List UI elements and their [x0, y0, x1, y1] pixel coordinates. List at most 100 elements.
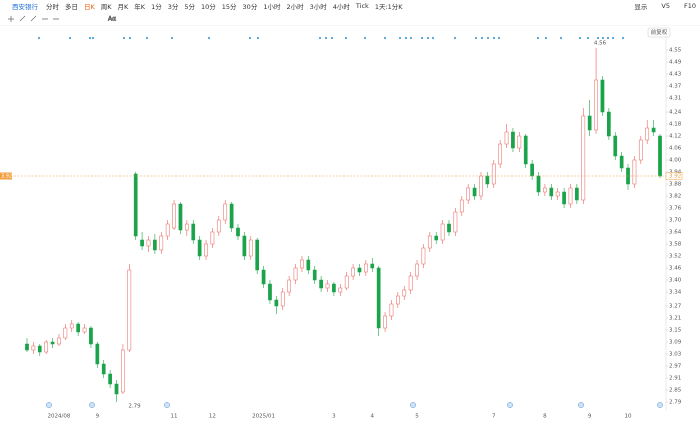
candle-body — [223, 203, 228, 221]
candle-body — [229, 203, 234, 229]
event-icon — [46, 402, 52, 408]
toolbar-button[interactable]: V5 — [661, 2, 670, 10]
candle-body — [344, 275, 349, 289]
event-dot — [364, 37, 366, 39]
candle-body — [658, 135, 662, 177]
candle-body — [389, 303, 394, 317]
period-tab[interactable]: 3分 — [167, 3, 179, 11]
event-dot — [38, 37, 40, 39]
event-dot — [249, 37, 251, 39]
period-tab[interactable]: 2小时 — [286, 3, 304, 11]
event-dot — [69, 37, 71, 39]
event-dot — [560, 37, 562, 39]
x-tick-label: 2025/01 — [252, 414, 275, 420]
candle-body — [351, 267, 355, 277]
candle-body — [427, 235, 432, 249]
event-dot — [123, 37, 125, 39]
candle-body — [95, 343, 100, 365]
toolbar-button[interactable]: F10 — [683, 2, 696, 10]
y-tick-label: 4.06 — [669, 146, 682, 152]
candle-body — [523, 135, 528, 165]
candle-body — [191, 223, 196, 241]
candle-body — [280, 291, 285, 307]
candle-body — [248, 239, 253, 257]
event-icon — [164, 402, 170, 408]
candle-body — [332, 283, 336, 293]
y-tick-label: 3.21 — [669, 316, 681, 322]
candle-body — [25, 343, 29, 351]
period-tab[interactable]: 日K — [84, 3, 95, 11]
candle-body — [319, 279, 323, 289]
candle-body — [402, 289, 407, 297]
y-tick-label: 3.40 — [669, 278, 682, 284]
candle-body — [261, 269, 266, 285]
x-tick-label: 2024/08 — [48, 414, 71, 420]
period-tab[interactable]: 30分 — [242, 3, 258, 11]
candle-body — [504, 131, 509, 145]
candle-body — [133, 173, 138, 237]
y-tick-label: 4.31 — [669, 96, 681, 102]
period-tab[interactable]: 分时 — [46, 3, 59, 11]
toolbar-button[interactable]: 显示 — [634, 3, 648, 11]
event-dot — [493, 37, 495, 39]
adjust-button[interactable] — [647, 27, 671, 38]
period-tab[interactable]: 15分 — [221, 3, 237, 11]
candle-body — [121, 349, 125, 393]
candle-body — [44, 341, 49, 353]
candle-body — [172, 203, 176, 229]
event-dot — [257, 37, 259, 39]
candle-body — [517, 135, 522, 149]
period-tab[interactable]: 1小时 — [263, 3, 281, 11]
candle-body — [479, 175, 483, 197]
candle-body — [466, 187, 471, 201]
candle-body — [408, 275, 413, 291]
candle-body — [613, 135, 618, 157]
y-tick-label: 2.85 — [669, 388, 682, 394]
period-tab[interactable]: 10分 — [200, 3, 216, 11]
event-dot — [319, 37, 321, 39]
candle-body — [242, 235, 247, 257]
candle-body — [415, 263, 419, 277]
y-tick-label: 4.43 — [669, 72, 682, 78]
x-tick-label: 7 — [492, 414, 496, 420]
candle-body — [178, 203, 183, 231]
stock-name[interactable]: 西安银行 — [12, 3, 38, 11]
period-tab[interactable]: 5分 — [184, 3, 195, 11]
event-dot — [92, 37, 94, 39]
event-dot — [587, 37, 589, 39]
period-tab[interactable]: Tick — [355, 2, 369, 10]
adjust-label[interactable]: 前复权 — [651, 28, 668, 36]
period-tab[interactable]: 1分 — [151, 3, 162, 11]
candle-body — [57, 337, 61, 345]
y-tick-label: 2.91 — [669, 376, 681, 382]
period-tab[interactable]: 年K — [134, 3, 146, 11]
candle-body — [651, 127, 656, 133]
candle-body — [607, 111, 611, 137]
candle-body — [498, 143, 503, 165]
candle-body — [76, 323, 81, 333]
period-tab[interactable]: 月K — [117, 3, 129, 11]
candle-body — [146, 239, 151, 247]
period-tab[interactable]: 1天:1分K — [374, 3, 403, 11]
candle-body — [293, 267, 298, 281]
event-dot — [579, 37, 581, 39]
toolbar-right: 显示 V5 F10 — [620, 0, 696, 12]
candle-body — [434, 235, 439, 241]
period-tab[interactable]: 3小时 — [309, 3, 327, 11]
y-tick-label: 3.58 — [669, 242, 682, 248]
candle-body — [165, 223, 170, 237]
last-price-label: 3.92 — [1, 174, 12, 180]
y-tick-label: 3.76 — [669, 206, 682, 212]
event-dot — [454, 37, 456, 39]
candle-body — [555, 191, 560, 197]
candle-body — [421, 247, 426, 265]
period-tab[interactable]: 周K — [100, 3, 112, 11]
y-tick-label: 4.12 — [669, 134, 681, 140]
candle-body — [255, 239, 260, 271]
event-dot — [545, 37, 547, 39]
period-tab[interactable]: 4小时 — [332, 3, 350, 11]
candle-body — [50, 341, 55, 345]
period-tab[interactable]: 多日 — [65, 3, 78, 11]
